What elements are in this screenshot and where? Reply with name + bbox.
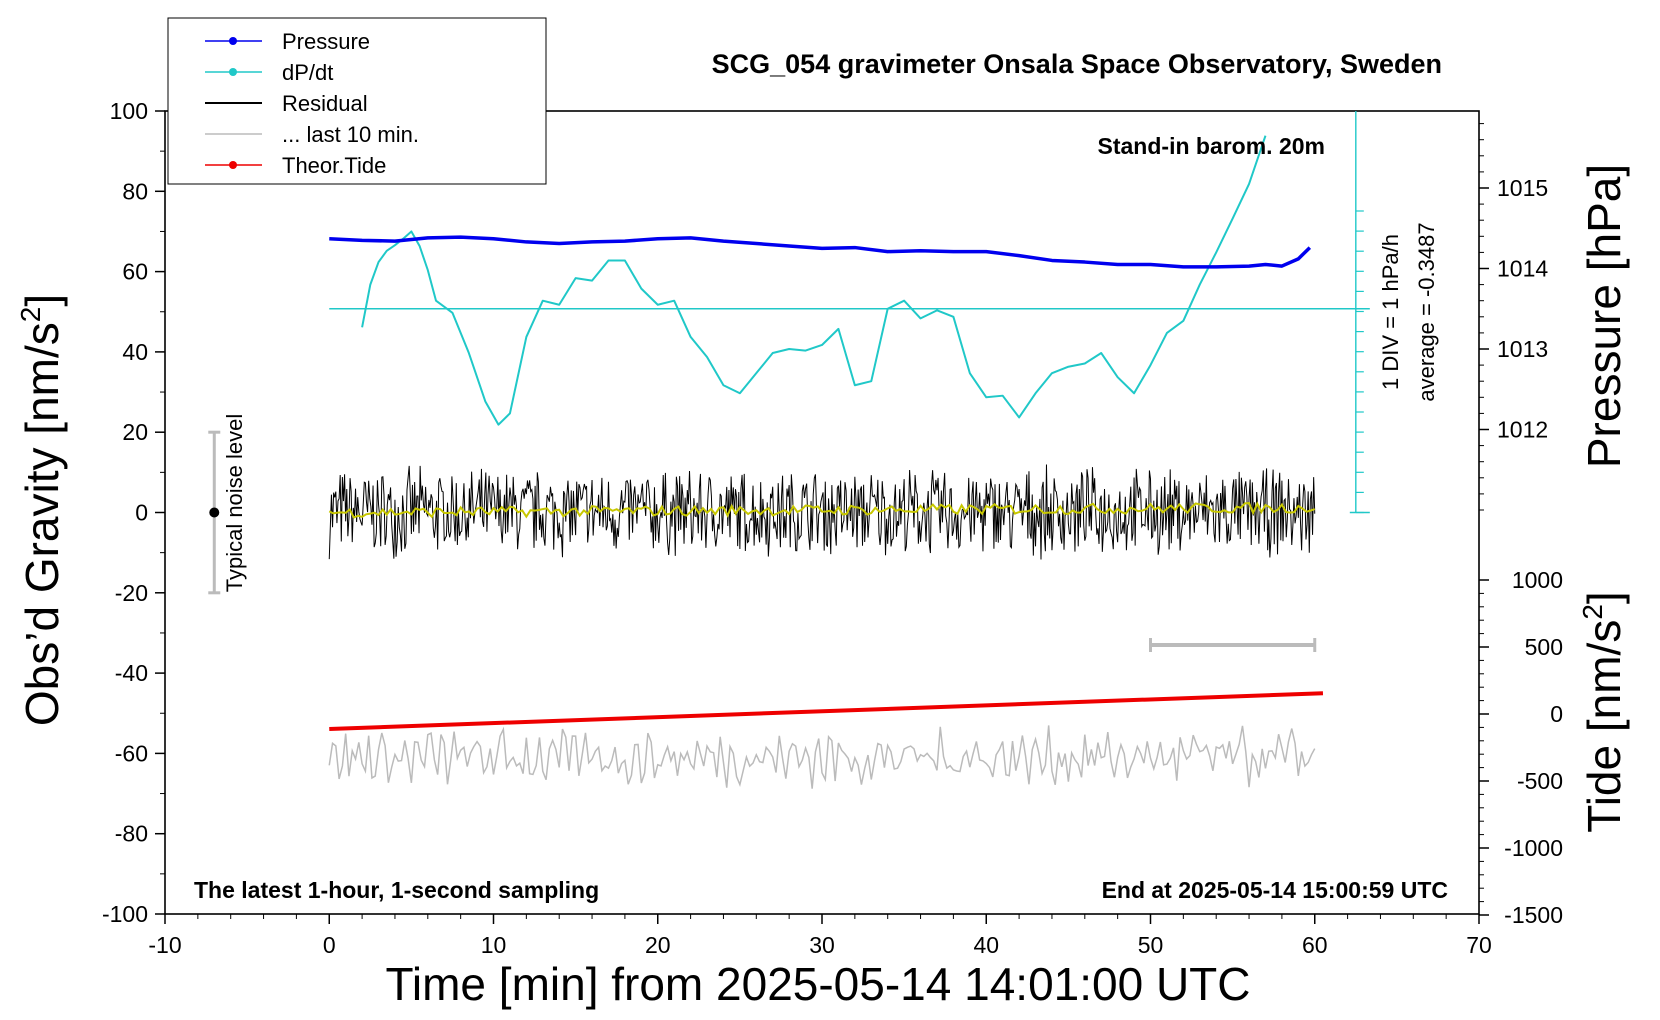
series-residual-smoothed (328, 501, 1316, 519)
series-dpdt (361, 135, 1267, 426)
legend: Pressure dP/dt Residual ... last 10 min. The… (167, 17, 547, 185)
end-time-annotation: End at 2025-05-14 15:00:59 UTC (1102, 877, 1448, 903)
tide-tick-label: -1500 (1504, 902, 1563, 928)
legend-box (167, 17, 547, 185)
x-tick-label: 20 (645, 932, 671, 958)
pressure-tick-label: 1012 (1497, 417, 1548, 443)
noise-level-dot (209, 507, 220, 518)
y-tick-label: -40 (115, 660, 148, 686)
y-tick-label: 60 (122, 259, 148, 285)
series-residual (328, 464, 1316, 560)
x-tick-label: 50 (1138, 932, 1164, 958)
pressure-tick-label: 1013 (1497, 336, 1548, 362)
legend-label: Residual (282, 91, 368, 116)
x-tick-label: 40 (973, 932, 999, 958)
tide-tick-label: -1000 (1504, 835, 1563, 861)
pressure-tick-label: 1014 (1497, 256, 1548, 282)
legend-marker (229, 68, 237, 76)
tide-axis-label: Tide [nm/s2] (1577, 591, 1630, 832)
series-layer (208, 111, 1370, 789)
legend-marker (229, 37, 237, 45)
series-last-10-min (328, 725, 1316, 789)
latest-hour-annotation: The latest 1-hour, 1-second sampling (194, 877, 599, 903)
y-tick-label: -60 (115, 740, 148, 766)
x-tick-label: 70 (1466, 932, 1492, 958)
legend-label: ... last 10 min. (282, 122, 419, 147)
div-annotation: 1 DIV = 1 hPa/h (1378, 234, 1403, 390)
y-tick-label: -20 (115, 580, 148, 606)
pressure-tick-label: 1015 (1497, 175, 1548, 201)
chart-title: SCG_054 gravimeter Onsala Space Observat… (712, 49, 1442, 79)
y-tick-label: 20 (122, 419, 148, 445)
y-tick-label: 0 (135, 500, 148, 526)
tide-tick-label: 500 (1525, 634, 1563, 660)
legend-label: dP/dt (282, 60, 333, 85)
legend-label: Pressure (282, 29, 370, 54)
legend-label: Theor.Tide (282, 153, 386, 178)
x-axis-label: Time [min] from 2025-05-14 14:01:00 UTC (386, 958, 1251, 1010)
tide-tick-label: 1000 (1512, 567, 1563, 593)
y-tick-label: -100 (102, 901, 148, 927)
y-tick-label: 100 (110, 98, 148, 124)
stand-in-annotation: Stand-in barom. 20m (1098, 133, 1325, 159)
x-tick-label: -10 (148, 932, 181, 958)
x-tick-label: 10 (481, 932, 507, 958)
average-annotation: average = -0.3487 (1414, 222, 1439, 401)
y-tick-label: 80 (122, 178, 148, 204)
tide-tick-label: 0 (1550, 701, 1563, 727)
series-pressure (329, 235, 1312, 269)
y-tick-label: -80 (115, 821, 148, 847)
tide-tick-label: -500 (1517, 768, 1563, 794)
x-tick-label: 0 (323, 932, 336, 958)
y-axis-label: Obs’d Gravity [nm/s2] (15, 294, 68, 726)
pressure-axis-label: Pressure [hPa] (1578, 164, 1630, 468)
y-tick-label: 40 (122, 339, 148, 365)
legend-marker (229, 161, 237, 169)
noise-level-annotation: Typical noise level (222, 414, 247, 593)
axes-layer: -10 0 10 20 30 40 50 60 70-100-80-60-40-20020406… (102, 98, 1563, 958)
series-theor-tide (329, 691, 1324, 732)
x-tick-label: 60 (1302, 932, 1328, 958)
x-tick-label: 30 (809, 932, 835, 958)
